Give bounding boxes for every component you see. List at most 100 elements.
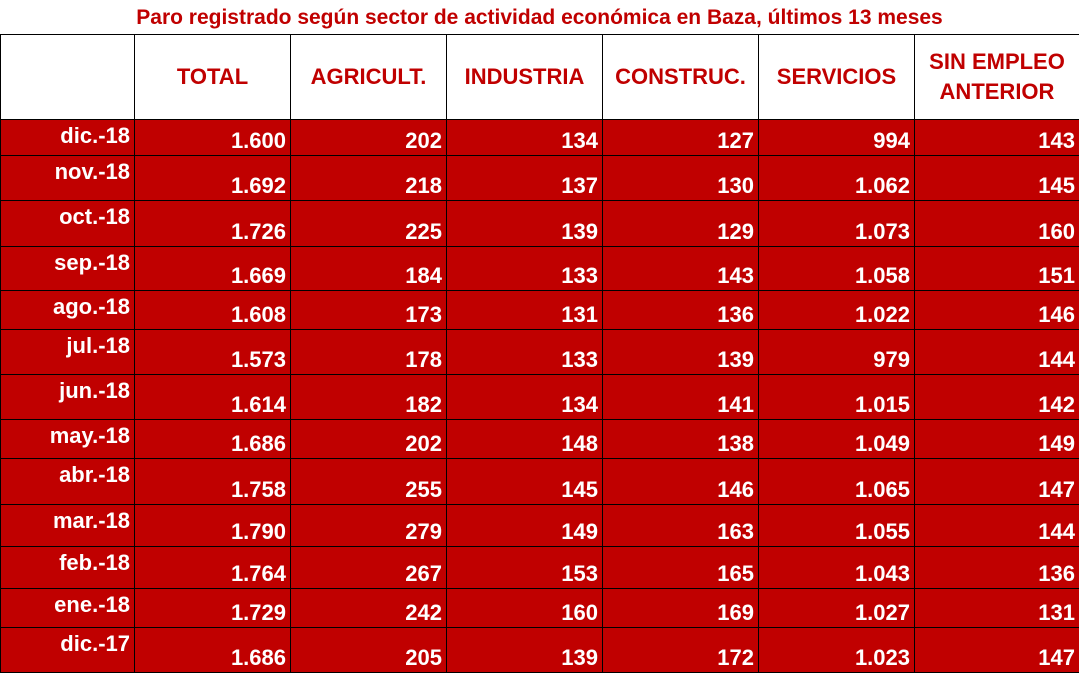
construc-cell: 139	[602, 329, 759, 375]
header-construc: CONSTRUC.	[602, 34, 759, 120]
servicios-cell: 1.058	[758, 246, 915, 291]
industria-cell: 148	[446, 419, 603, 459]
table-row: ago.-18 1.608 173 131 136 1.022 146	[0, 290, 1079, 330]
month-cell: jul.-18	[0, 329, 135, 375]
header-industria: INDUSTRIA	[446, 34, 603, 120]
sin-empleo-cell: 144	[914, 329, 1079, 375]
month-cell: may.-18	[0, 419, 135, 459]
construc-cell: 146	[602, 458, 759, 505]
sin-empleo-cell: 142	[914, 374, 1079, 420]
industria-cell: 131	[446, 290, 603, 330]
construc-cell: 138	[602, 419, 759, 459]
total-cell: 1.686	[134, 419, 291, 459]
header-agricult: AGRICULT.	[290, 34, 447, 120]
industria-cell: 153	[446, 546, 603, 589]
construc-cell: 130	[602, 155, 759, 201]
industria-cell: 139	[446, 200, 603, 247]
construc-cell: 169	[602, 588, 759, 628]
servicios-cell: 1.073	[758, 200, 915, 247]
agricult-cell: 202	[290, 119, 447, 156]
table-row: mar.-18 1.790 279 149 163 1.055 144	[0, 504, 1079, 547]
sin-empleo-cell: 147	[914, 458, 1079, 505]
construc-cell: 143	[602, 246, 759, 291]
agricult-cell: 218	[290, 155, 447, 201]
construc-cell: 172	[602, 627, 759, 673]
industria-cell: 134	[446, 119, 603, 156]
agricult-cell: 205	[290, 627, 447, 673]
servicios-cell: 1.055	[758, 504, 915, 547]
table-row: nov.-18 1.692 218 137 130 1.062 145	[0, 155, 1079, 201]
header-total: TOTAL	[134, 34, 291, 120]
total-cell: 1.614	[134, 374, 291, 420]
table-row: jun.-18 1.614 182 134 141 1.015 142	[0, 374, 1079, 420]
sin-empleo-cell: 144	[914, 504, 1079, 547]
construc-cell: 136	[602, 290, 759, 330]
month-cell: jun.-18	[0, 374, 135, 420]
total-cell: 1.729	[134, 588, 291, 628]
month-cell: dic.-18	[0, 119, 135, 156]
table-row: feb.-18 1.764 267 153 165 1.043 136	[0, 546, 1079, 589]
table-row: may.-18 1.686 202 148 138 1.049 149	[0, 419, 1079, 459]
construc-cell: 129	[602, 200, 759, 247]
sin-empleo-cell: 149	[914, 419, 1079, 459]
servicios-cell: 1.023	[758, 627, 915, 673]
servicios-cell: 1.049	[758, 419, 915, 459]
industria-cell: 137	[446, 155, 603, 201]
month-cell: oct.-18	[0, 200, 135, 247]
sin-empleo-cell: 160	[914, 200, 1079, 247]
total-cell: 1.608	[134, 290, 291, 330]
sin-empleo-cell: 146	[914, 290, 1079, 330]
agricult-cell: 173	[290, 290, 447, 330]
agricult-cell: 255	[290, 458, 447, 505]
total-cell: 1.726	[134, 200, 291, 247]
industria-cell: 139	[446, 627, 603, 673]
agricult-cell: 225	[290, 200, 447, 247]
table-row: abr.-18 1.758 255 145 146 1.065 147	[0, 458, 1079, 505]
sin-empleo-cell: 151	[914, 246, 1079, 291]
table-row: dic.-17 1.686 205 139 172 1.023 147	[0, 627, 1079, 673]
header-month	[0, 34, 135, 120]
header-servicios: SERVICIOS	[758, 34, 915, 120]
agricult-cell: 267	[290, 546, 447, 589]
table-row: dic.-18 1.600 202 134 127 994 143	[0, 119, 1079, 156]
servicios-cell: 1.065	[758, 458, 915, 505]
month-cell: ago.-18	[0, 290, 135, 330]
month-cell: sep.-18	[0, 246, 135, 291]
total-cell: 1.600	[134, 119, 291, 156]
table-row: oct.-18 1.726 225 139 129 1.073 160	[0, 200, 1079, 247]
total-cell: 1.758	[134, 458, 291, 505]
agricult-cell: 178	[290, 329, 447, 375]
servicios-cell: 1.015	[758, 374, 915, 420]
total-cell: 1.764	[134, 546, 291, 589]
sin-empleo-cell: 147	[914, 627, 1079, 673]
agricult-cell: 182	[290, 374, 447, 420]
construc-cell: 141	[602, 374, 759, 420]
unemployment-table: TOTAL AGRICULT. INDUSTRIA CONSTRUC. SERV…	[0, 34, 1079, 673]
total-cell: 1.692	[134, 155, 291, 201]
table-row: jul.-18 1.573 178 133 139 979 144	[0, 329, 1079, 375]
servicios-cell: 1.043	[758, 546, 915, 589]
total-cell: 1.669	[134, 246, 291, 291]
table-title: Paro registrado según sector de activida…	[136, 6, 943, 29]
construc-cell: 163	[602, 504, 759, 547]
sin-empleo-cell: 136	[914, 546, 1079, 589]
industria-cell: 134	[446, 374, 603, 420]
month-cell: ene.-18	[0, 588, 135, 628]
month-cell: nov.-18	[0, 155, 135, 201]
total-cell: 1.790	[134, 504, 291, 547]
table-row: ene.-18 1.729 242 160 169 1.027 131	[0, 588, 1079, 628]
sin-empleo-cell: 131	[914, 588, 1079, 628]
month-cell: abr.-18	[0, 458, 135, 505]
header-sin-empleo-anterior: SIN EMPLEO ANTERIOR	[914, 34, 1079, 120]
header-row: TOTAL AGRICULT. INDUSTRIA CONSTRUC. SERV…	[0, 34, 1079, 120]
month-cell: mar.-18	[0, 504, 135, 547]
agricult-cell: 242	[290, 588, 447, 628]
agricult-cell: 184	[290, 246, 447, 291]
servicios-cell: 1.022	[758, 290, 915, 330]
industria-cell: 133	[446, 329, 603, 375]
month-cell: dic.-17	[0, 627, 135, 673]
table-row: sep.-18 1.669 184 133 143 1.058 151	[0, 246, 1079, 291]
servicios-cell: 1.027	[758, 588, 915, 628]
industria-cell: 133	[446, 246, 603, 291]
servicios-cell: 1.062	[758, 155, 915, 201]
